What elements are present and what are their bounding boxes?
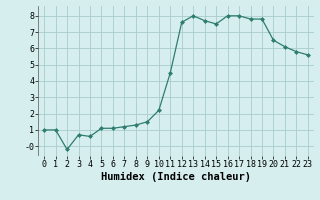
X-axis label: Humidex (Indice chaleur): Humidex (Indice chaleur) (101, 172, 251, 182)
